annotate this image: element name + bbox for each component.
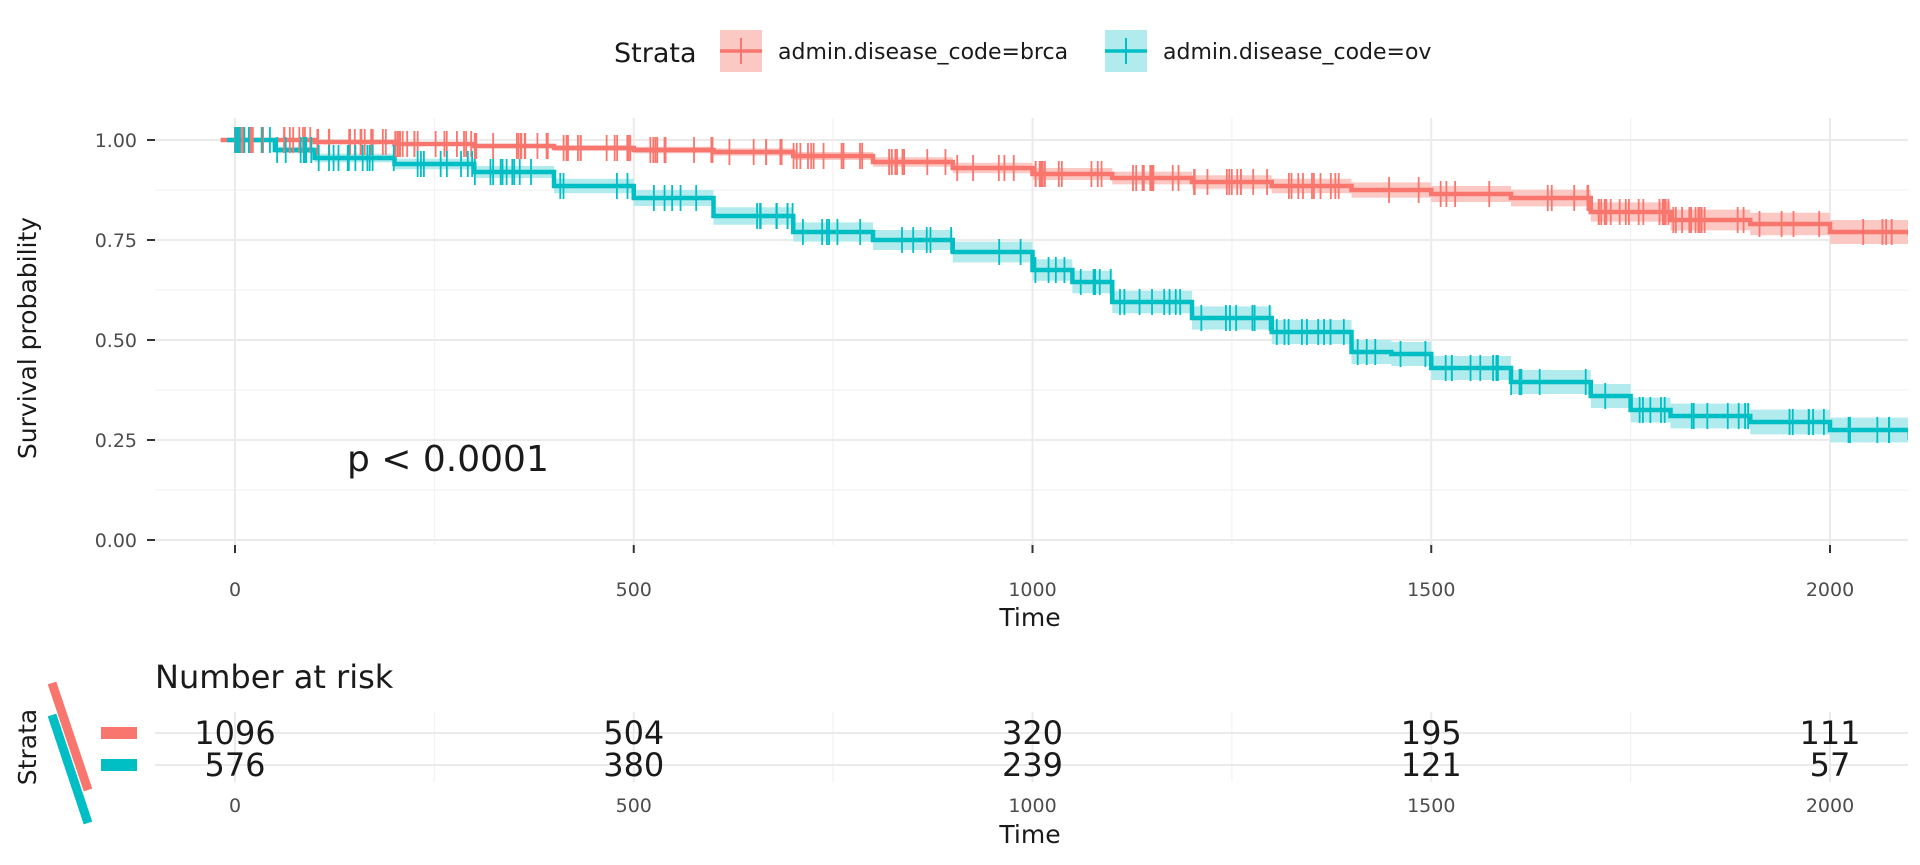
x-tick-label: 1500 <box>1407 579 1455 601</box>
risk-table-grid <box>155 712 1908 782</box>
risk-table-title: Number at risk <box>155 658 394 696</box>
legend-key-ov <box>1105 30 1147 72</box>
survival-curve-brca <box>220 137 1908 237</box>
risk-table-cells: 1096 504 320 195 111 576 380 239 121 57 <box>194 714 1860 784</box>
risk-cell: 239 <box>1002 746 1063 784</box>
x-tick-label: 2000 <box>1806 579 1854 601</box>
legend-label-brca: admin.disease_code=brca <box>778 40 1068 65</box>
risk-cell: 576 <box>204 746 265 784</box>
risk-table-axis: 0 500 1000 1500 2000 <box>229 795 1854 817</box>
x-tick-label: 500 <box>616 579 652 601</box>
y-tick-label: 0.00 <box>95 530 137 552</box>
censor-marks <box>234 127 1893 443</box>
y-tick-label: 0.50 <box>95 330 137 352</box>
legend-label-ov: admin.disease_code=ov <box>1163 40 1431 65</box>
risk-cell: 195 <box>1401 714 1462 752</box>
x-tick-label: 0 <box>229 579 241 601</box>
plot-axes: 0.00 0.25 0.50 0.75 1.00 0 500 1000 1500 2000 <box>95 130 1854 601</box>
risk-key-diagonal-brca <box>47 681 93 792</box>
risk-y-axis-title: Strata <box>13 709 42 785</box>
y-axis-title: Survival probability <box>13 217 42 459</box>
risk-cell: 57 <box>1810 746 1851 784</box>
risk-cell: 1096 <box>194 714 275 752</box>
ci-band-brca <box>220 140 1908 244</box>
risk-key-bar-brca <box>101 727 137 739</box>
y-tick-label: 0.25 <box>95 430 137 452</box>
legend-key-brca <box>720 30 762 72</box>
y-tick-label: 1.00 <box>95 130 137 152</box>
plot-grid <box>155 118 1908 545</box>
risk-cell: 380 <box>603 746 664 784</box>
risk-x-tick-label: 2000 <box>1806 795 1854 817</box>
risk-cell: 111 <box>1799 714 1860 752</box>
p-value-annotation: p < 0.0001 <box>347 439 549 480</box>
legend-title: Strata <box>614 38 697 69</box>
risk-x-tick-label: 0 <box>229 795 241 817</box>
risk-x-axis-title: Time <box>998 820 1060 849</box>
risk-cell: 504 <box>603 714 664 752</box>
risk-x-tick-label: 1500 <box>1407 795 1455 817</box>
x-axis-title: Time <box>998 603 1060 632</box>
risk-key-diagonal-ov <box>47 713 93 825</box>
risk-x-tick-label: 1000 <box>1008 795 1056 817</box>
ci-band-ov <box>227 140 1908 443</box>
risk-cell: 121 <box>1401 746 1462 784</box>
risk-cell: 320 <box>1002 714 1063 752</box>
risk-strata-keys <box>47 681 137 825</box>
risk-key-bar-ov <box>101 759 137 771</box>
y-tick-label: 0.75 <box>95 230 137 252</box>
risk-x-tick-label: 500 <box>616 795 652 817</box>
x-tick-label: 1000 <box>1008 579 1056 601</box>
legend: Strata admin.disease_code=brca admin.dis… <box>614 30 1431 72</box>
censor-group-ov <box>234 127 1891 443</box>
